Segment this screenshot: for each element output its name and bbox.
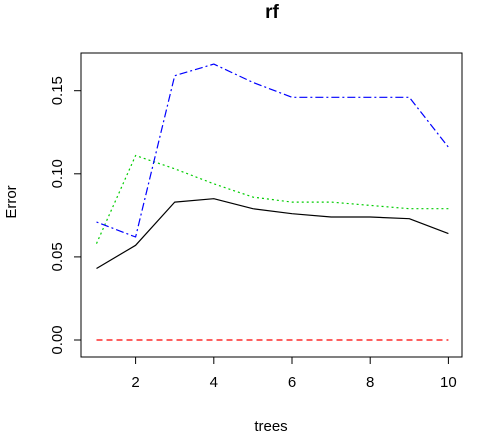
series-line-1	[96, 198, 449, 270]
x-tick-label: 4	[210, 374, 218, 391]
y-axis-label: Error	[3, 185, 20, 218]
x-tick-label: 8	[366, 374, 374, 391]
y-tick-label: 0.15	[49, 76, 66, 105]
chart-title: rf	[265, 2, 279, 23]
x-tick-label: 2	[131, 374, 139, 391]
x-tick-label: 10	[440, 374, 457, 391]
series-line-3	[95, 154, 449, 244]
x-axis: 2 4 6 8 10	[131, 356, 457, 391]
x-tick-label: 6	[288, 374, 296, 391]
y-axis: 0.00 0.05 0.10 0.15	[49, 76, 82, 355]
series-layer	[95, 63, 449, 341]
y-tick-label: 0.10	[49, 159, 66, 188]
y-tick-label: 0.00	[49, 325, 66, 354]
y-tick-label: 0.05	[49, 242, 66, 271]
series-line-4	[96, 63, 449, 238]
x-axis-label: trees	[254, 418, 287, 435]
